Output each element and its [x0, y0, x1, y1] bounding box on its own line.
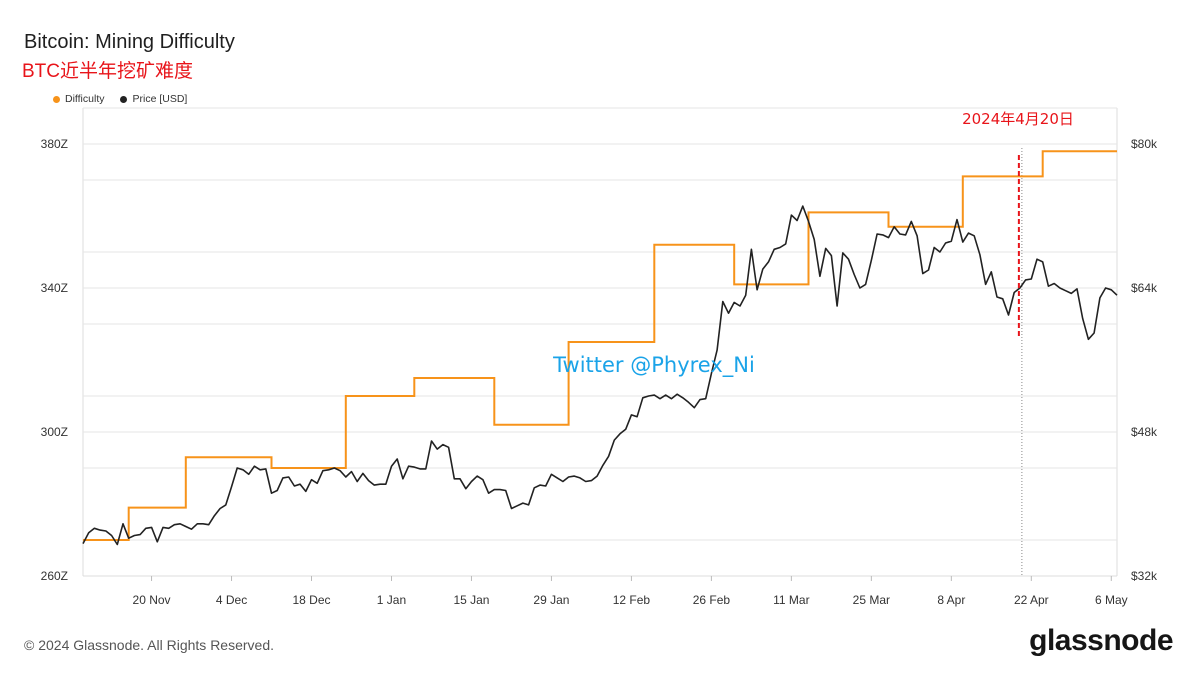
annotation-label: 2024年4月20日	[962, 110, 1074, 128]
y-right-tick-label: $64k	[1131, 281, 1158, 295]
legend-dot-price	[120, 95, 128, 103]
x-tick-label: 20 Nov	[133, 593, 171, 607]
x-tick-label: 26 Feb	[693, 593, 731, 607]
x-tick-label: 15 Jan	[453, 593, 489, 607]
x-tick-label: 29 Jan	[533, 593, 569, 607]
series-difficulty-line	[83, 150, 1117, 541]
legend-label-difficulty: Difficulty	[65, 93, 105, 105]
legend-dot-difficulty	[53, 95, 60, 103]
x-tick-label: 8 Apr	[937, 593, 965, 607]
glassnode-logo: glassnode	[1029, 624, 1173, 657]
watermark-text: Twitter @Phyrex_Ni	[552, 353, 755, 378]
chart-title: Bitcoin: Mining Difficulty	[24, 31, 235, 53]
x-tick-label: 18 Dec	[292, 593, 330, 607]
x-tick-label: 25 Mar	[853, 593, 890, 607]
x-tick-label: 12 Feb	[613, 593, 651, 607]
y-left-tick-label: 300Z	[41, 425, 68, 439]
y-right-tick-label: $48k	[1131, 425, 1158, 439]
y-right-tick-label: $80k	[1131, 137, 1158, 151]
chart-legend: Difficulty Price [USD]	[53, 93, 187, 105]
x-tick-label: 1 Jan	[377, 593, 406, 607]
y-left-tick-label: 340Z	[41, 281, 68, 295]
y-left-tick-label: 260Z	[41, 569, 68, 583]
legend-item-difficulty[interactable]: Difficulty	[53, 93, 104, 105]
x-tick-label: 22 Apr	[1014, 593, 1049, 607]
x-tick-label: 11 Mar	[773, 593, 809, 607]
copyright-text: © 2024 Glassnode. All Rights Reserved.	[24, 637, 275, 653]
y-left-tick-label: 380Z	[41, 137, 68, 151]
x-tick-label: 4 Dec	[216, 593, 247, 607]
legend-label-price: Price [USD]	[132, 93, 188, 105]
x-tick-label: 6 May	[1095, 593, 1128, 607]
y-right-tick-label: $32k	[1131, 569, 1158, 583]
chart-subtitle: BTC近半年挖矿难度	[22, 61, 194, 82]
series-price-line	[82, 205, 1118, 546]
legend-item-price[interactable]: Price [USD]	[120, 93, 187, 105]
